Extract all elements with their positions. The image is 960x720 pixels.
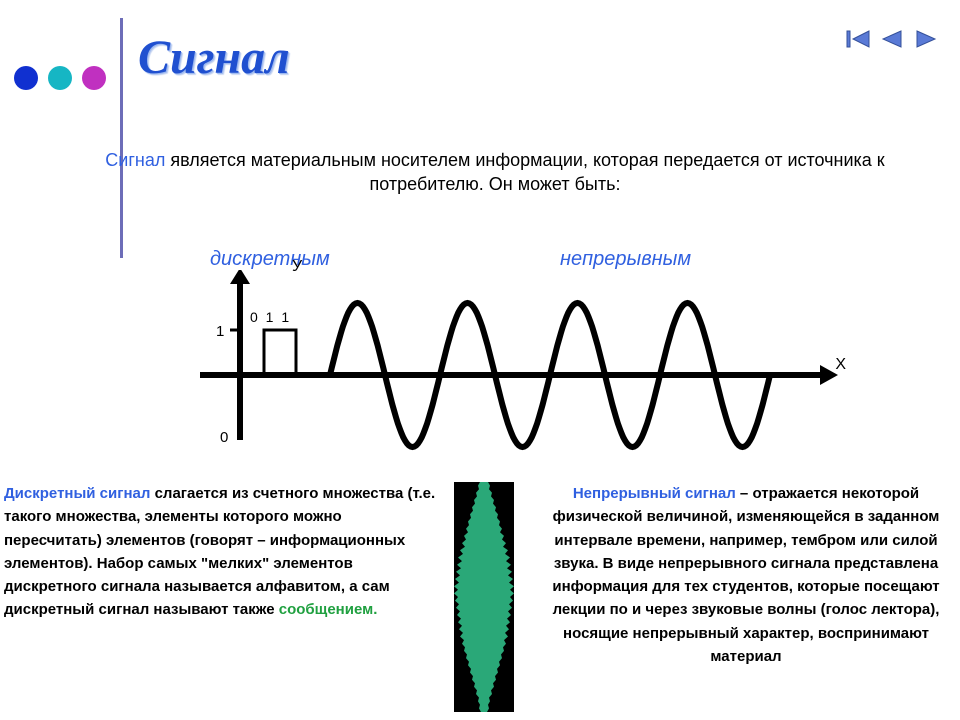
message-term: сообщением. [279, 601, 378, 618]
next-icon [913, 29, 939, 49]
prev-icon [879, 29, 905, 49]
x-axis-label: Х [835, 356, 846, 374]
intro-rest: является материальным носителем информац… [165, 150, 884, 194]
svg-text:0: 0 [220, 429, 228, 446]
continuous-term: Непрерывный сигнал [573, 485, 736, 502]
prev-skip-icon [845, 29, 871, 49]
nav-prev-skip-button[interactable] [844, 28, 872, 50]
discrete-description: Дискретный сигнал слагается из счетного … [0, 482, 448, 712]
decorative-dots [14, 66, 106, 90]
discrete-body: слагается из счетного множества (т.е. та… [4, 485, 435, 618]
nav-prev-button[interactable] [878, 28, 906, 50]
dot-1 [14, 66, 38, 90]
waveform-column [448, 482, 520, 712]
signal-diagram: У Х 100 1 1 [160, 270, 840, 470]
slide-title: Сигнал [138, 30, 290, 85]
y-axis-label: У [292, 258, 302, 276]
svg-text:1: 1 [216, 323, 224, 340]
continuous-description: Непрерывный сигнал – отражается некоторо… [520, 482, 960, 712]
bottom-columns: Дискретный сигнал слагается из счетного … [0, 482, 960, 712]
nav-buttons [844, 28, 940, 50]
intro-text: Сигнал является материальным носителем и… [80, 148, 910, 197]
intro-lead: Сигнал [105, 150, 165, 170]
label-continuous: непрерывным [560, 248, 691, 271]
audio-waveform-icon [454, 482, 514, 712]
diagram-svg: 1 0 0 1 1 [160, 270, 840, 470]
dot-3 [82, 66, 106, 90]
label-discrete: дискретным [210, 248, 330, 271]
continuous-body: – отражается некоторой физической величи… [552, 485, 939, 665]
dot-2 [48, 66, 72, 90]
svg-text:0 1 1: 0 1 1 [250, 309, 291, 325]
vertical-divider [120, 18, 123, 258]
discrete-term: Дискретный сигнал [4, 485, 150, 502]
nav-next-button[interactable] [912, 28, 940, 50]
